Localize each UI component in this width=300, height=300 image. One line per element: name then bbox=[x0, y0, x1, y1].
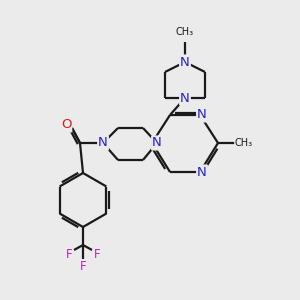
Text: F: F bbox=[94, 248, 100, 262]
Text: F: F bbox=[66, 248, 72, 262]
Text: CH₃: CH₃ bbox=[235, 138, 253, 148]
Text: N: N bbox=[180, 56, 190, 68]
Text: N: N bbox=[197, 109, 207, 122]
Text: O: O bbox=[61, 118, 71, 131]
Text: N: N bbox=[197, 166, 207, 178]
Text: N: N bbox=[98, 136, 108, 149]
Text: N: N bbox=[180, 92, 190, 104]
Text: CH₃: CH₃ bbox=[176, 27, 194, 37]
Text: N: N bbox=[152, 136, 162, 149]
Text: F: F bbox=[80, 260, 86, 274]
